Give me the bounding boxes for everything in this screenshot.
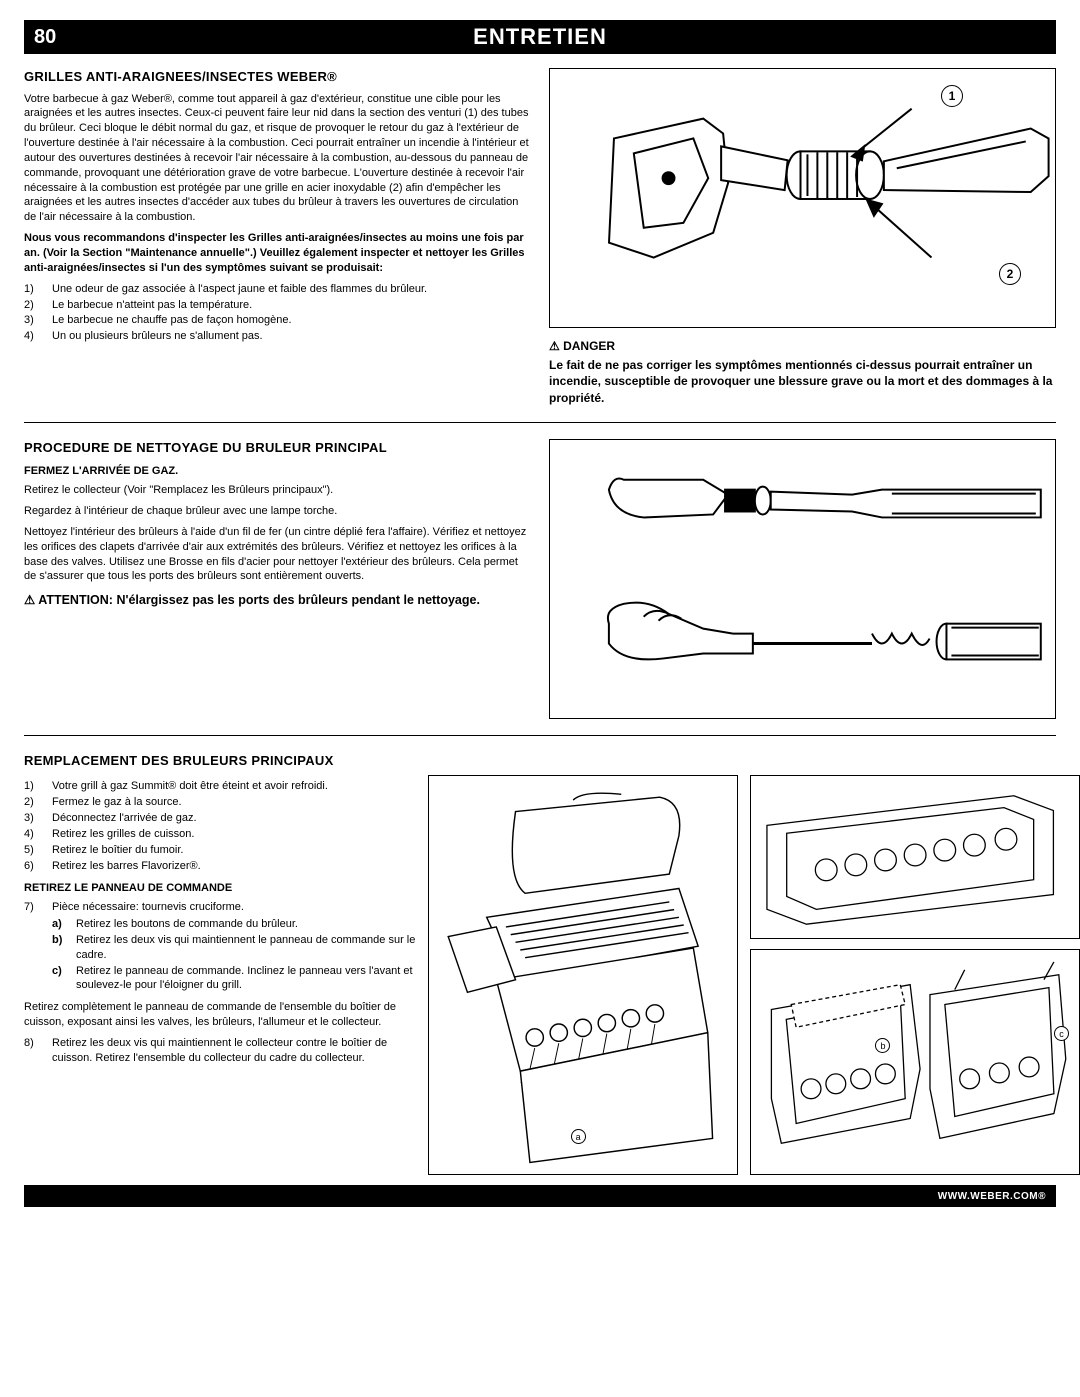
figure-panel-top xyxy=(750,775,1080,939)
section3-list2: 7) Pièce nécessaire: tournevis cruciform… xyxy=(24,900,416,994)
section1-text: GRILLES ANTI-ARAIGNEES/INSECTES WEBER® V… xyxy=(24,68,531,406)
section2-heading: PROCEDURE DE NETTOYAGE DU BRULEUR PRINCI… xyxy=(24,439,531,457)
section2-p2: Regardez à l'intérieur de chaque brûleur… xyxy=(24,504,531,519)
list-item: 7) Pièce nécessaire: tournevis cruciform… xyxy=(24,900,416,994)
list-item: 1)Une odeur de gaz associée à l'aspect j… xyxy=(24,282,531,297)
danger-block: ⚠ DANGER Le fait de ne pas corriger les … xyxy=(549,338,1056,406)
section1-right: 1 2 ⚠ DANGER Le fait de ne pas corriger … xyxy=(549,68,1056,406)
list-item: 2)Fermez le gaz à la source. xyxy=(24,795,416,810)
panel-bottom-illustration xyxy=(751,950,1079,1174)
attention-text: ⚠ ATTENTION: N'élargissez pas les ports … xyxy=(24,592,531,609)
list-item: 2)Le barbecue n'atteint pas la températu… xyxy=(24,298,531,313)
section2-p1: Retirez le collecteur (Voir "Remplacez l… xyxy=(24,483,531,498)
section-spider-screens: GRILLES ANTI-ARAIGNEES/INSECTES WEBER® V… xyxy=(24,68,1056,406)
section1-list: 1)Une odeur de gaz associée à l'aspect j… xyxy=(24,282,531,344)
footer-url: WWW.WEBER.COM® xyxy=(938,1190,1046,1204)
section3-text: 1)Votre grill à gaz Summit® doit être ét… xyxy=(24,775,416,1175)
divider xyxy=(24,735,1056,736)
list-item: 4)Retirez les grilles de cuisson. xyxy=(24,827,416,842)
callout-1: 1 xyxy=(941,85,963,107)
list-item: b)Retirez les deux vis qui maintiennent … xyxy=(52,933,416,963)
section2-right xyxy=(549,439,1056,719)
section1-para1: Votre barbecue à gaz Weber®, comme tout … xyxy=(24,92,531,226)
list-item: 6)Retirez les barres Flavorizer®. xyxy=(24,859,416,874)
list-item: 3)Déconnectez l'arrivée de gaz. xyxy=(24,811,416,826)
list-item: a)Retirez les boutons de commande du brû… xyxy=(52,917,416,932)
section1-para2: Nous vous recommandons d'inspecter les G… xyxy=(24,231,531,276)
list-item: 1)Votre grill à gaz Summit® doit être ét… xyxy=(24,779,416,794)
section3-heading: REMPLACEMENT DES BRULEURS PRINCIPAUX xyxy=(24,752,1056,770)
header-title: ENTRETIEN xyxy=(24,22,1056,52)
list-item: c)Retirez le panneau de commande. Inclin… xyxy=(52,964,416,994)
figure-grill-open: a xyxy=(428,775,738,1175)
list-item: 8)Retirez les deux vis qui maintiennent … xyxy=(24,1036,416,1066)
danger-label: ⚠ DANGER xyxy=(549,338,1056,354)
header-bar: 80 ENTRETIEN xyxy=(24,20,1056,54)
list-item: 5)Retirez le boîtier du fumoir. xyxy=(24,843,416,858)
section1-heading: GRILLES ANTI-ARAIGNEES/INSECTES WEBER® xyxy=(24,68,531,86)
divider xyxy=(24,422,1056,423)
figure-grill-open-box: a xyxy=(428,775,738,1175)
section2-text: PROCEDURE DE NETTOYAGE DU BRULEUR PRINCI… xyxy=(24,439,531,719)
section-cleaning: PROCEDURE DE NETTOYAGE DU BRULEUR PRINCI… xyxy=(24,439,1056,719)
figure-burner-venturi: 1 2 xyxy=(549,68,1056,328)
section3-list1: 1)Votre grill à gaz Summit® doit être ét… xyxy=(24,779,416,873)
list-item: 3)Le barbecue ne chauffe pas de façon ho… xyxy=(24,313,531,328)
section3-sub2: RETIREZ LE PANNEAU DE COMMANDE xyxy=(24,881,416,896)
callout-a: a xyxy=(571,1129,586,1144)
section2-sub1: FERMEZ L'ARRIVÉE DE GAZ. xyxy=(24,464,531,479)
cleaning-illustration xyxy=(550,440,1055,718)
figure-cleaning xyxy=(549,439,1056,719)
callout-2: 2 xyxy=(999,263,1021,285)
footer-bar: WWW.WEBER.COM® xyxy=(24,1185,1056,1207)
grill-illustration xyxy=(429,776,737,1174)
section-replacement: 1)Votre grill à gaz Summit® doit être ét… xyxy=(24,775,1056,1175)
figure-panel-bottom: b c xyxy=(750,949,1080,1175)
alpha-list: a)Retirez les boutons de commande du brû… xyxy=(52,917,416,993)
danger-text: Le fait de ne pas corriger les symptômes… xyxy=(549,357,1056,406)
section3-pafter: Retirez complètement le panneau de comma… xyxy=(24,1000,416,1030)
section2-p3: Nettoyez l'intérieur des brûleurs à l'ai… xyxy=(24,525,531,584)
burner-illustration xyxy=(550,69,1055,327)
list-item: 4)Un ou plusieurs brûleurs ne s'allument… xyxy=(24,329,531,344)
figure-panel-col: b c xyxy=(750,775,1080,1175)
section3-list3: 8)Retirez les deux vis qui maintiennent … xyxy=(24,1036,416,1066)
panel-top-illustration xyxy=(751,776,1079,938)
